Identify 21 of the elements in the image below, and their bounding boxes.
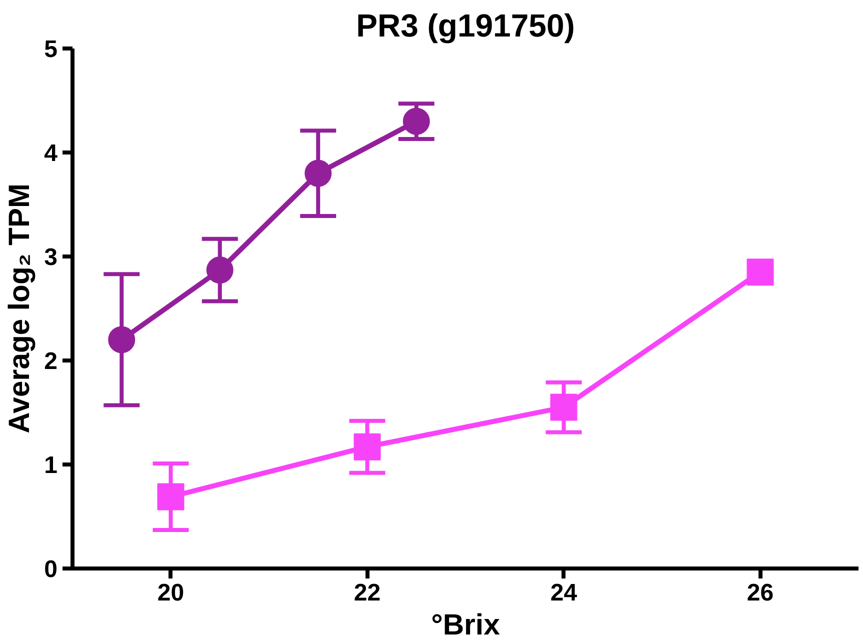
point xyxy=(206,256,234,284)
point xyxy=(354,433,381,460)
y-tick-label: 2 xyxy=(44,348,58,375)
y-tick-label: 1 xyxy=(44,452,58,479)
x-tick-label: 26 xyxy=(746,580,774,606)
x-tick-label: 22 xyxy=(354,580,381,606)
chart-title: PR3 (g191750) xyxy=(356,8,575,44)
point xyxy=(108,326,136,354)
point xyxy=(304,160,332,187)
point xyxy=(550,394,578,421)
point xyxy=(402,108,430,135)
y-tick-label: 5 xyxy=(44,36,58,63)
y-tick-label: 3 xyxy=(44,244,58,271)
y-tick-label: 4 xyxy=(44,140,58,167)
x-tick-label: 20 xyxy=(157,580,184,606)
y-axis-title: Average log₂ TPM xyxy=(3,184,36,434)
point xyxy=(746,258,774,286)
x-axis-title: °Brix xyxy=(431,608,501,642)
x-tick-label: 24 xyxy=(550,580,578,606)
y-tick-label: 0 xyxy=(44,556,58,583)
point xyxy=(157,483,184,510)
